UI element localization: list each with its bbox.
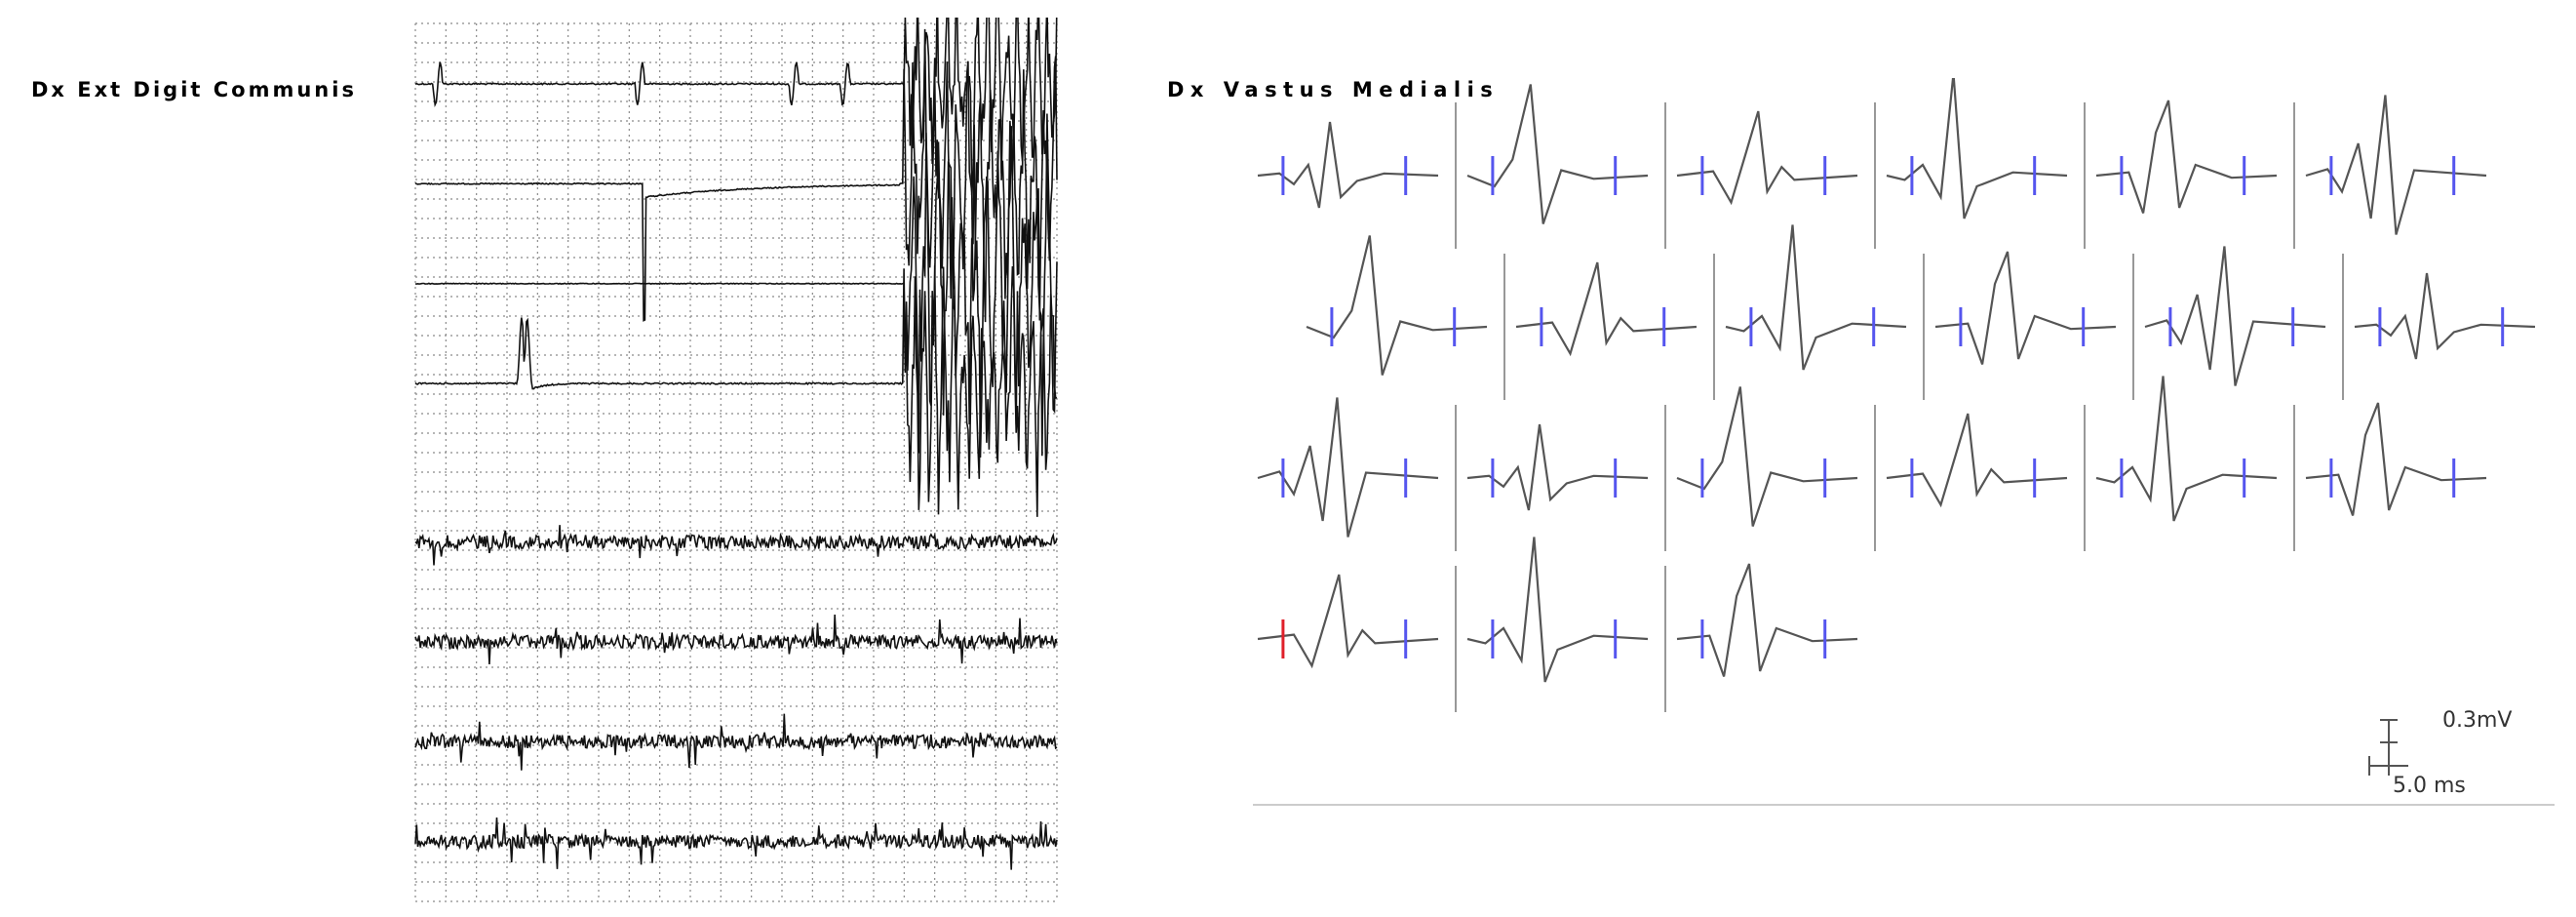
mup-waveform [2354,272,2536,360]
mup-waveform [1257,574,1439,669]
mup-waveform [1886,78,2068,219]
mup-waveform [1676,563,1858,677]
mup-waveform [2305,95,2487,235]
mup-waveform [1934,251,2117,365]
emg-trace-1 [414,18,1058,196]
mup-waveform [1515,261,1698,357]
mup-waveform [2095,376,2278,522]
mup-waveform [1466,84,1649,224]
emg-raw-traces-chart [414,18,1058,902]
left-panel-title: Dx Ext Digit Communis [31,78,357,101]
mup-waveform [1257,397,1439,538]
mup-waveform [1676,110,1858,206]
scale-bar: 0.3mV 5.0 ms [2368,708,2512,798]
scale-time-label: 5.0 ms [2393,774,2466,798]
emg-trace-4 [414,255,1058,517]
emg-trace-2 [414,28,1058,323]
emg-trace-3 [414,113,1058,458]
mup-waveform [1725,224,1907,371]
emg-trace-6 [414,614,1058,665]
mup-waveform [1676,386,1858,527]
emg-trace-5 [414,525,1058,566]
mup-waveform [2305,402,2487,516]
emg-trace-8 [414,817,1058,870]
emg-trace-7 [414,713,1058,771]
mup-waveform [2095,100,2278,214]
mup-waveform [2144,246,2326,386]
mup-waveform [1466,537,1649,683]
mup-waveform [1306,235,1488,376]
mup-waveform [1886,413,2068,508]
scale-voltage-label: 0.3mV [2442,708,2512,733]
motor-unit-potentials-chart: 0.3mV 5.0 ms [1253,78,2555,806]
mup-waveform [1466,423,1649,511]
mup-waveform [1257,121,1439,209]
right-panel-title: Dx Vastus Medialis [1167,78,1500,101]
